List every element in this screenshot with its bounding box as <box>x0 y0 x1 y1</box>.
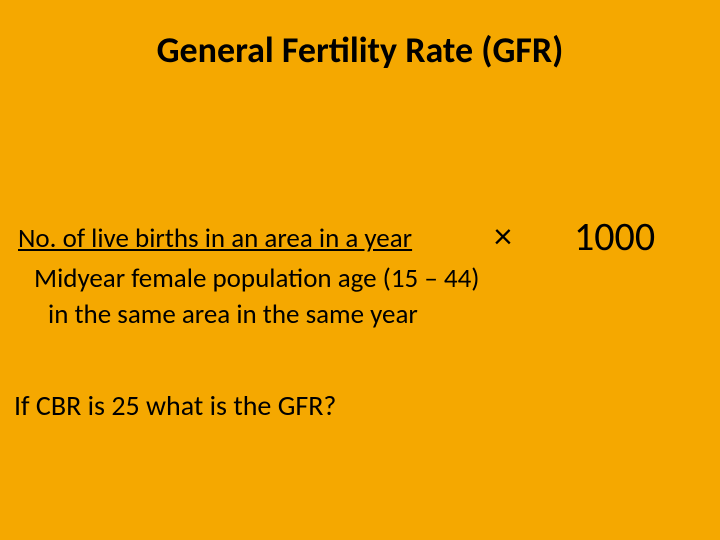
formula-multiplier: 1000 <box>574 212 655 261</box>
slide-title: General Fertility Rate (GFR) <box>0 28 720 72</box>
formula-times-symbol: × <box>494 214 512 258</box>
formula-denominator-line2: in the same area in the same year <box>48 298 418 331</box>
formula-denominator-line1: Midyear female population age (15 – 44) <box>34 262 479 295</box>
formula-numerator: No. of live births in an area in a year <box>18 222 412 255</box>
question-text: If CBR is 25 what is the GFR? <box>14 388 336 423</box>
